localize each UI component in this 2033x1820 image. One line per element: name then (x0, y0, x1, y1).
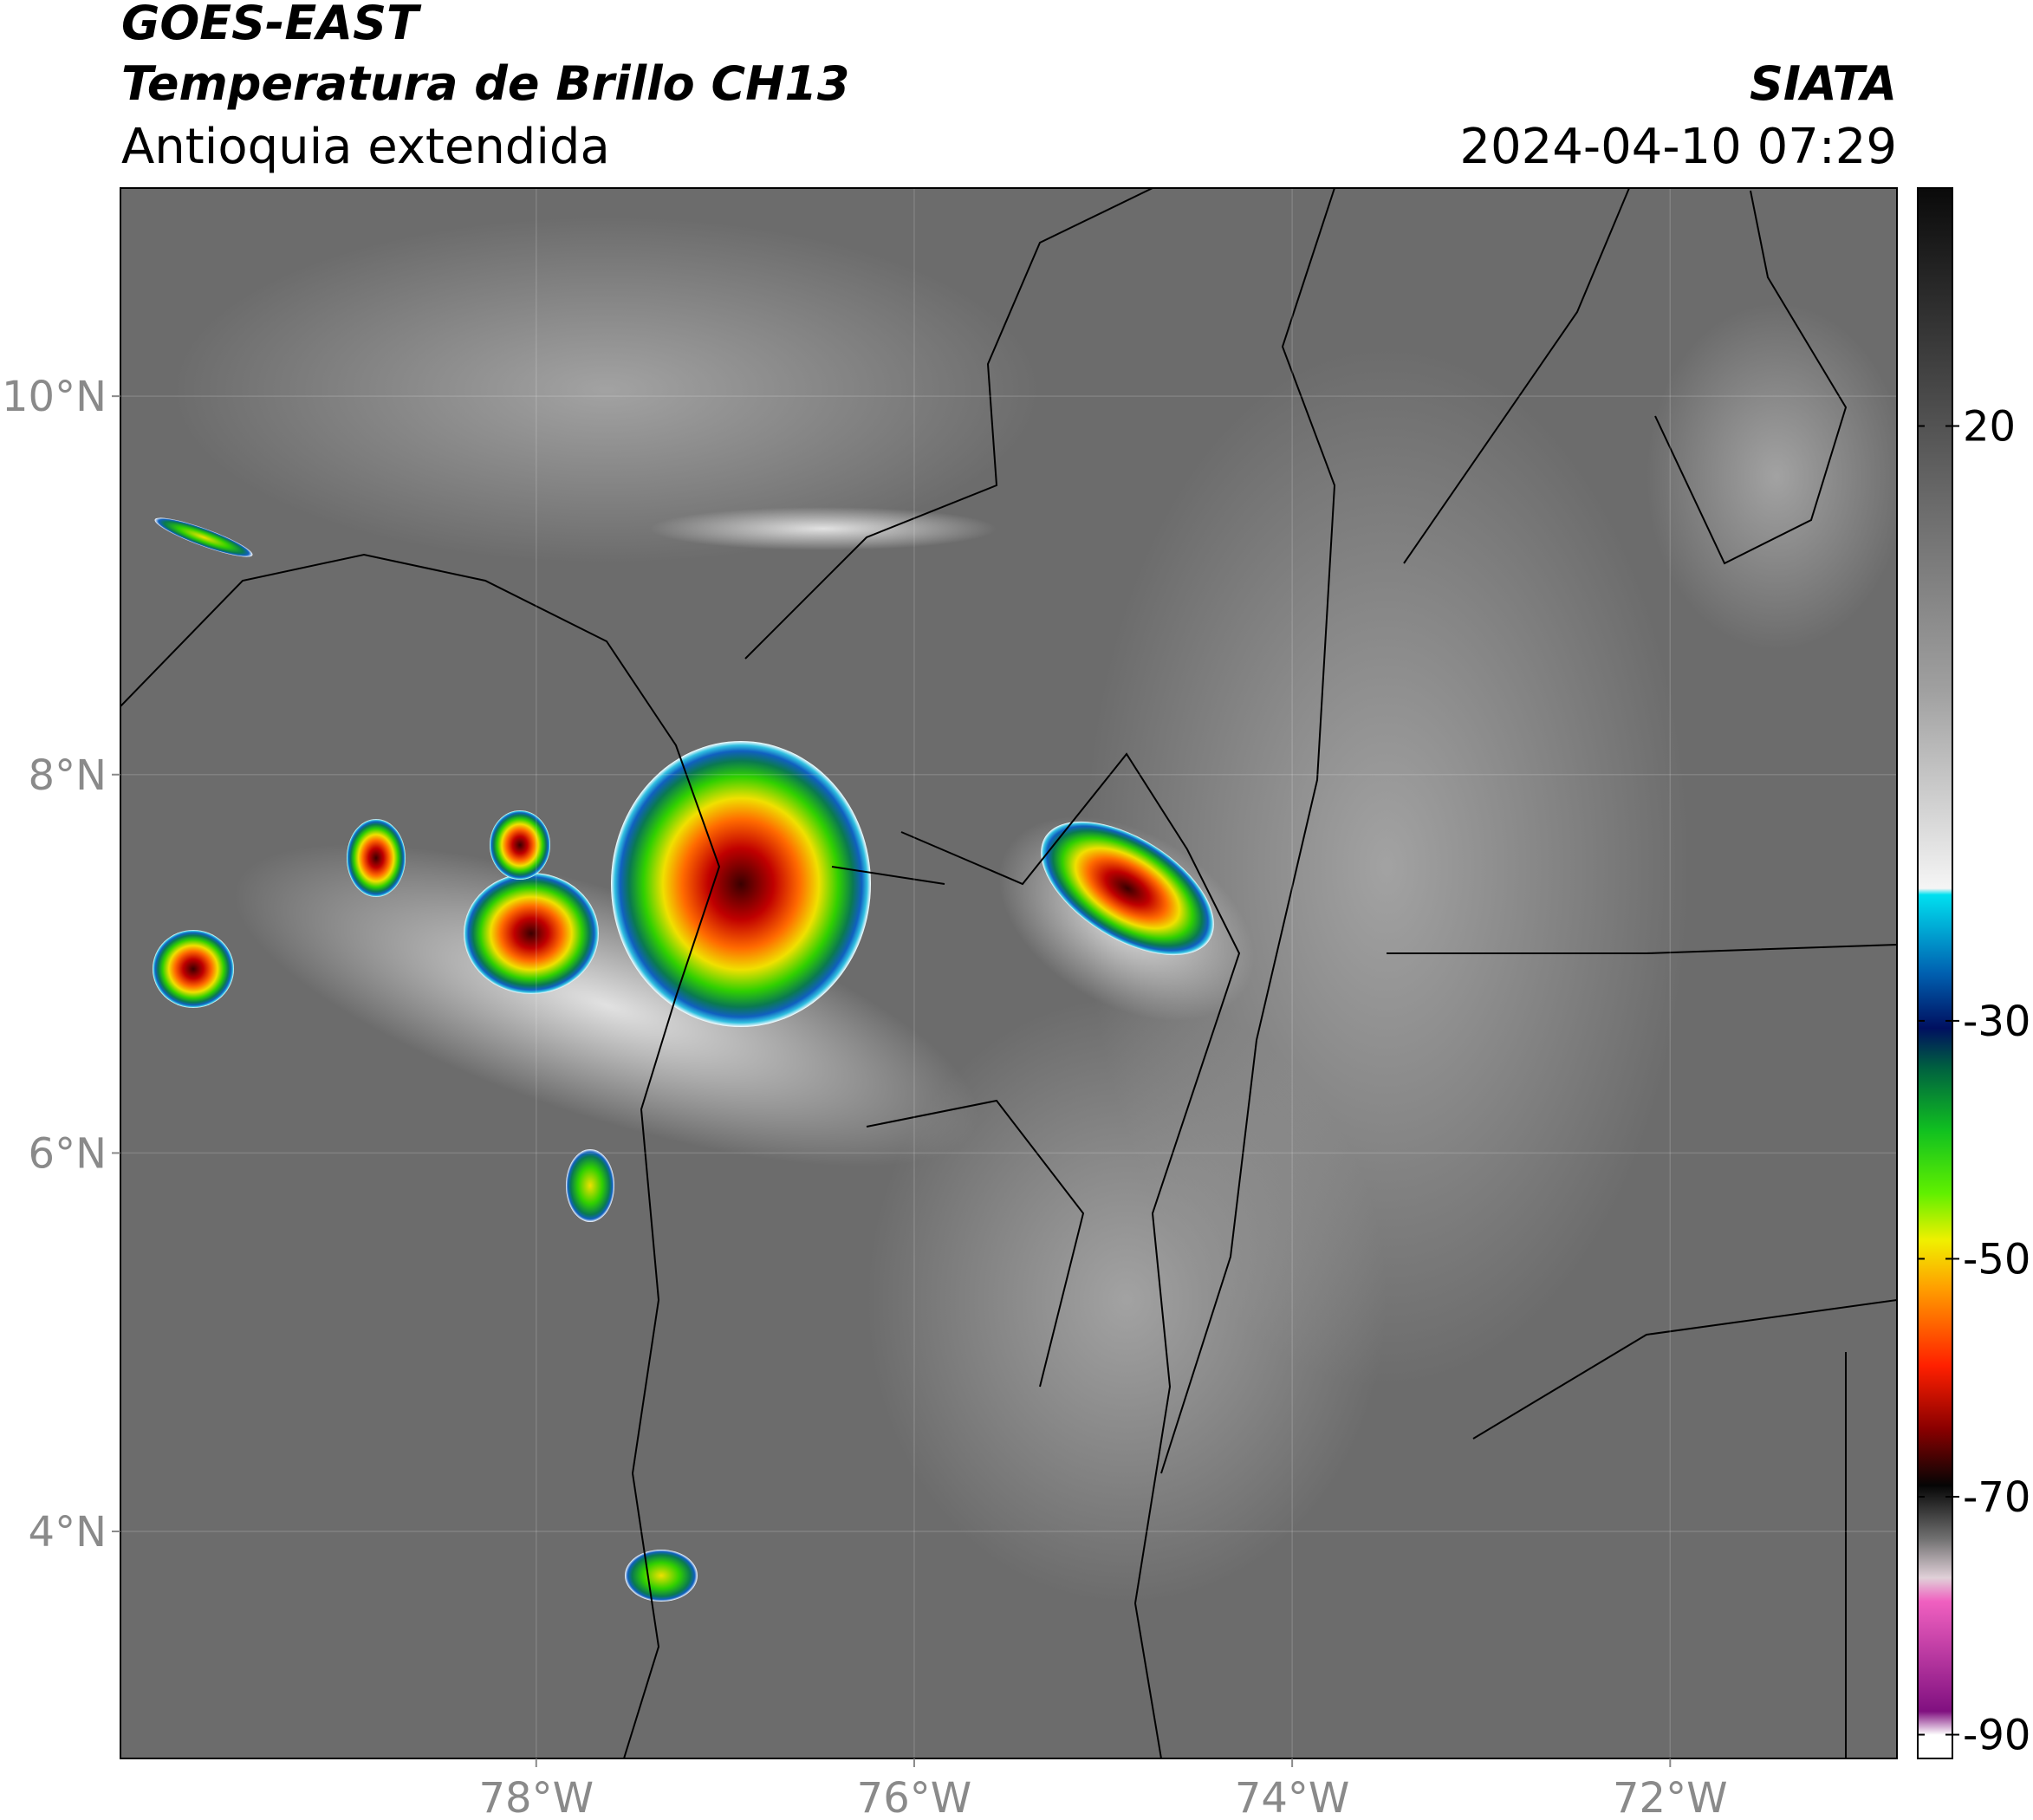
region: Antioquia extendida (121, 119, 610, 175)
map-frame (120, 187, 1898, 1759)
x-tick-label: 74°W (1235, 1774, 1350, 1820)
source: SIATA (1750, 56, 1897, 111)
colorbar-tick-label: -90 (1963, 1712, 2030, 1760)
colorbar-tick-label: -30 (1963, 998, 2030, 1046)
map-area (120, 188, 1897, 1758)
storms (153, 517, 1214, 1602)
x-tick-label: 72°W (1613, 1774, 1728, 1820)
y-tick-label: 8°N (29, 751, 107, 800)
datetime: 2024-04-10 07:29 (1459, 119, 1897, 175)
y-tick-label: 4°N (29, 1508, 107, 1557)
colorbar (1917, 187, 1953, 1759)
x-tick-label: 78°W (479, 1774, 594, 1820)
borders (120, 188, 1897, 1758)
colorbar-tick-label: -70 (1963, 1473, 2030, 1522)
title: GOES-EAST (121, 0, 422, 50)
x-tick-label: 76°W (857, 1774, 972, 1820)
y-tick-label: 10°N (2, 373, 107, 421)
colorbar-tick-label: 20 (1963, 403, 2016, 452)
colorbar-tick-label: -50 (1963, 1235, 2030, 1284)
grid (120, 188, 1897, 1758)
subtitle: Temperatura de Brillo CH13 (121, 56, 850, 111)
y-tick-label: 6°N (29, 1129, 107, 1178)
